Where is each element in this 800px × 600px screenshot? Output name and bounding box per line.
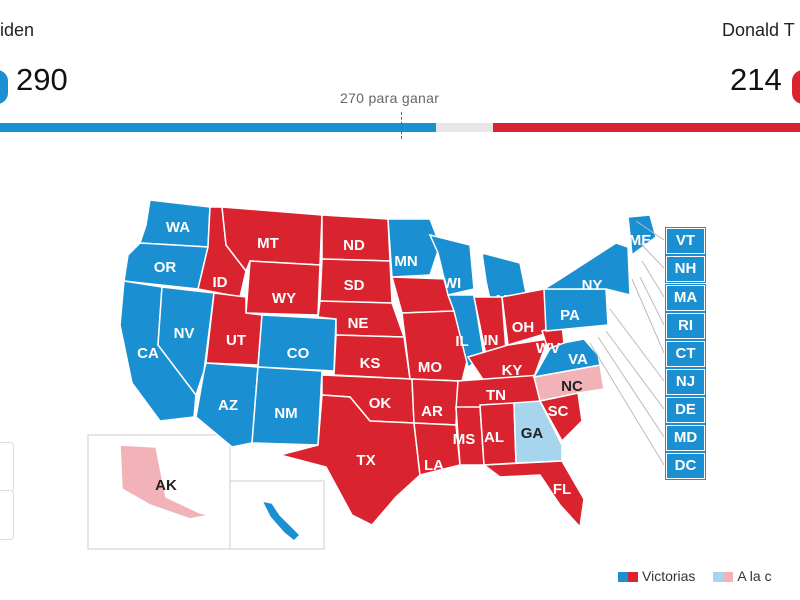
state-label-nv: NV: [174, 325, 195, 342]
state-label-al: AL: [484, 429, 504, 446]
leader-line-nh: [639, 242, 665, 269]
state-label-ut: UT: [226, 332, 246, 349]
state-label-wv: WV: [536, 340, 560, 357]
state-label-mo: MO: [418, 359, 442, 376]
state-label-ga: GA: [521, 425, 544, 442]
ne-box-nh[interactable]: NH: [665, 255, 706, 283]
ne-box-ri[interactable]: RI: [665, 312, 706, 340]
ne-box-md[interactable]: MD: [665, 424, 706, 452]
candidate-left-name: iden: [0, 20, 35, 40]
ne-box-nj[interactable]: NJ: [665, 368, 706, 396]
candidate-left-votes: 290: [16, 62, 68, 97]
state-label-wa: WA: [166, 219, 190, 236]
candidate-left-avatar: [0, 70, 8, 104]
leader-line-ma: [641, 260, 665, 298]
state-me[interactable]: [627, 214, 657, 257]
state-or[interactable]: [123, 242, 209, 290]
leader-line-ri: [639, 276, 665, 326]
state-co[interactable]: [257, 314, 337, 372]
state-ga[interactable]: [513, 400, 563, 464]
leader-line-de: [605, 330, 665, 410]
state-label-me: ME: [629, 232, 652, 249]
state-oh[interactable]: [501, 288, 549, 346]
candidate-right-votes: 214: [730, 62, 782, 97]
state-label-mn: MN: [394, 253, 417, 270]
legend: Victorias A la c: [618, 568, 772, 584]
state-tx[interactable]: [277, 394, 421, 526]
electoral-map: WAORCANVIDMTWYUTCOAZNMNDSDNEKSOKTXMNIAMO…: [87, 199, 665, 550]
state-label-la: LA: [424, 457, 444, 474]
state-label-va: VA: [568, 351, 588, 368]
state-hi[interactable]: [260, 499, 302, 543]
state-label-fl: FL: [553, 481, 571, 498]
state-fl[interactable]: [481, 460, 585, 529]
threshold-tick: [401, 112, 402, 139]
state-label-ok: OK: [369, 395, 392, 412]
leader-line-ct: [631, 278, 665, 354]
state-label-id: ID: [213, 274, 228, 291]
state-label-az: AZ: [218, 397, 238, 414]
ne-box-ct[interactable]: CT: [665, 340, 706, 368]
legend-leading-label: A la c: [737, 568, 772, 584]
state-label-mt: MT: [257, 235, 279, 252]
state-mn[interactable]: [387, 218, 441, 278]
state-label-wy: WY: [272, 290, 296, 307]
candidate-right-avatar: [792, 70, 800, 104]
leader-line-md: [597, 336, 665, 438]
progress-bar-right: [492, 123, 800, 132]
state-label-co: CO: [287, 345, 310, 362]
state-label-sd: SD: [344, 277, 365, 294]
ne-box-ma[interactable]: MA: [665, 284, 706, 312]
ne-box-vt[interactable]: VT: [665, 227, 706, 255]
leader-line-dc: [589, 342, 665, 466]
state-ak[interactable]: [119, 444, 211, 520]
legend-rep-lean-swatch: [723, 572, 734, 583]
state-label-ks: KS: [360, 355, 381, 372]
state-label-ms: MS: [453, 431, 476, 448]
leader-line-vt: [635, 220, 665, 241]
legend-rep-swatch: [628, 572, 638, 583]
state-label-or: OR: [154, 259, 177, 276]
progress-bar-left: [0, 123, 436, 132]
state-ky[interactable]: [466, 338, 550, 382]
state-label-nc: NC: [561, 378, 583, 395]
state-label-tx: TX: [356, 452, 375, 469]
state-ny[interactable]: [541, 242, 631, 296]
state-nv[interactable]: [157, 286, 215, 397]
state-label-nm: NM: [274, 405, 297, 422]
ne-box-de[interactable]: DE: [665, 396, 706, 424]
state-label-ar: AR: [421, 403, 443, 420]
state-label-ky: KY: [502, 362, 523, 379]
legend-wins-label: Victorias: [642, 568, 696, 584]
candidate-right-name: Donald T: [722, 20, 795, 40]
state-label-ak: AK: [155, 477, 177, 494]
state-label-ny: NY: [582, 277, 603, 294]
state-label-il: IL: [455, 333, 468, 350]
side-panel-card-bottom[interactable]: [0, 490, 14, 540]
state-label-tn: TN: [486, 387, 506, 404]
state-label-ne: NE: [348, 315, 369, 332]
leader-line-nj: [609, 308, 665, 382]
state-label-ca: CA: [137, 345, 159, 362]
legend-dem-lean-swatch: [713, 572, 724, 583]
threshold-label: 270 para ganar: [340, 90, 440, 106]
state-wi[interactable]: [428, 233, 475, 296]
state-label-sc: SC: [548, 403, 569, 420]
state-label-oh: OH: [512, 319, 535, 336]
state-label-pa: PA: [560, 307, 580, 324]
state-label-nd: ND: [343, 237, 365, 254]
state-mo[interactable]: [401, 310, 469, 382]
ne-box-dc[interactable]: DC: [665, 452, 706, 480]
state-label-in: IN: [484, 332, 499, 349]
state-label-wi: WI: [443, 275, 461, 292]
state-label-hi: HI: [253, 519, 268, 536]
legend-dem-swatch: [618, 572, 628, 583]
